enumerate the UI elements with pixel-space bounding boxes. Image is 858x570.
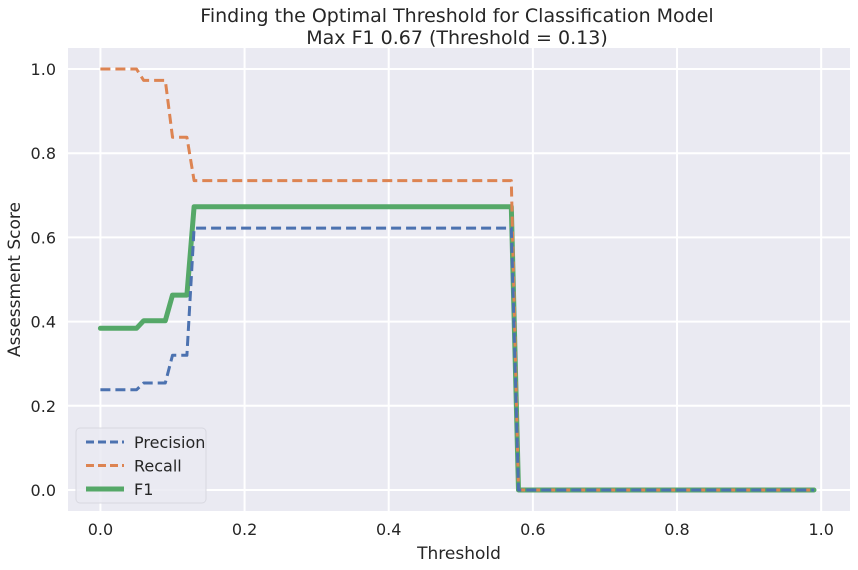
legend: Precision Recall F1 xyxy=(75,427,207,504)
y-axis-label: Assessment Score xyxy=(5,202,25,357)
x-tick-label: 1.0 xyxy=(808,520,833,539)
legend-label-f1: F1 xyxy=(134,480,153,499)
y-tick-label: 0.6 xyxy=(31,228,56,247)
series-line-recall xyxy=(100,67,814,492)
chart-title: Finding the Optimal Threshold for Classi… xyxy=(200,5,713,27)
series-lines xyxy=(97,67,817,493)
y-tick-label: 0.8 xyxy=(31,144,56,163)
legend-box xyxy=(75,427,207,504)
x-tick-label: 0.4 xyxy=(376,520,401,539)
x-tick-labels: 0.0 0.2 0.4 0.6 0.8 1.0 xyxy=(88,520,834,539)
y-tick-labels: 0.0 0.2 0.4 0.6 0.8 1.0 xyxy=(31,60,56,500)
x-tick-label: 0.8 xyxy=(664,520,689,539)
y-tick-label: 1.0 xyxy=(31,60,56,79)
x-tick-label: 0.0 xyxy=(88,520,113,539)
y-tick-label: 0.0 xyxy=(31,481,56,500)
x-tick-label: 0.2 xyxy=(232,520,257,539)
x-tick-label: 0.6 xyxy=(520,520,545,539)
legend-label-precision: Precision xyxy=(134,433,205,452)
legend-label-recall: Recall xyxy=(134,457,182,476)
y-tick-label: 0.2 xyxy=(31,397,56,416)
y-tick-label: 0.4 xyxy=(31,313,56,332)
chart-subtitle: Max F1 0.67 (Threshold = 0.13) xyxy=(306,27,608,49)
x-axis-label: Threshold xyxy=(416,544,501,564)
